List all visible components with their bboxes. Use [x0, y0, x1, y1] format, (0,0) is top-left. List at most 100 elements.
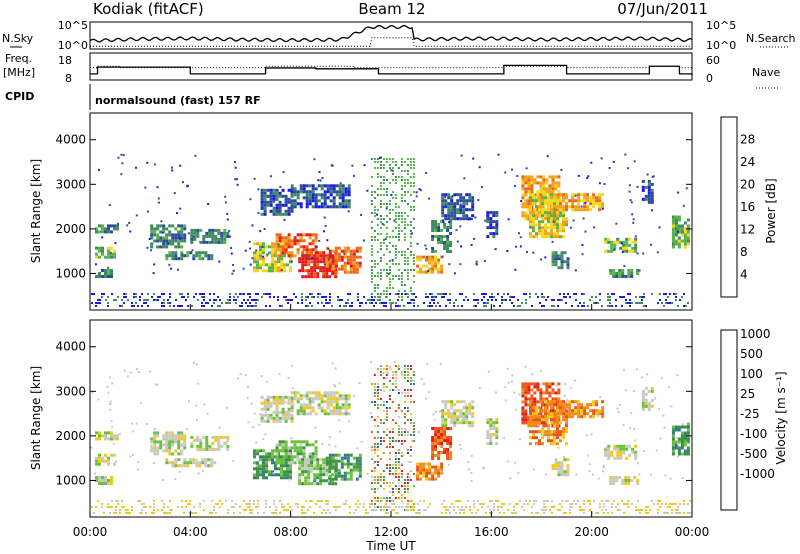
noise-cell [382, 482, 385, 484]
echo-cell [559, 430, 562, 434]
clutter-cell [131, 509, 133, 511]
clutter-cell [561, 500, 563, 502]
echo-cell [305, 202, 309, 206]
echo-cell [598, 199, 602, 203]
echo-cell [677, 440, 681, 444]
noise-cell [412, 209, 415, 211]
echo-cell [462, 214, 466, 218]
echo-cell [325, 473, 329, 477]
echo-cell [208, 234, 212, 238]
echo-cell [598, 193, 602, 197]
echo-cell [307, 479, 311, 483]
echo-cell [314, 455, 318, 459]
echo-cell [489, 217, 493, 221]
echo-cell [275, 461, 279, 465]
echo-cell [486, 214, 490, 218]
echo-cell [168, 233, 172, 237]
speckle-cell [313, 158, 316, 161]
echo-cell [562, 220, 565, 224]
echo-cell [556, 217, 559, 221]
echo-cell [547, 211, 550, 215]
echo-cell [358, 264, 362, 268]
clutter-cell [417, 503, 419, 505]
noise-cell [397, 476, 400, 478]
noise-cell [376, 176, 379, 178]
echo-cell [462, 199, 466, 203]
echo-cell [272, 212, 276, 216]
clutter-cell [515, 512, 517, 514]
speckle-cell [640, 376, 643, 379]
echo-cell [449, 457, 453, 460]
echo-cell [562, 217, 565, 221]
echo-cell [269, 197, 273, 201]
echo-cell [532, 424, 535, 428]
echo-cell [557, 175, 561, 179]
echo-cell [440, 465, 444, 469]
echo-cell [223, 234, 227, 238]
echo-cell [308, 455, 312, 459]
clutter-cell [233, 512, 235, 514]
echo-cell [156, 431, 160, 435]
echo-cell [98, 453, 101, 457]
echo-cell [296, 239, 300, 243]
noise-cell [385, 203, 388, 205]
echo-cell [545, 181, 549, 185]
clutter-cell [367, 299, 369, 301]
noise-cell [400, 185, 403, 187]
echo-cell [547, 226, 550, 230]
echo-cell [544, 208, 547, 212]
noise-cell [391, 482, 394, 484]
echo-cell [453, 412, 457, 416]
noise-cell [397, 407, 400, 409]
echo-cell [310, 272, 314, 276]
echo-cell [539, 412, 543, 416]
echo-cell [547, 208, 550, 212]
echo-cell [542, 184, 546, 188]
echo-cell [287, 188, 291, 192]
echo-cell [101, 482, 104, 485]
echo-cell [556, 418, 559, 422]
clutter-cell [307, 509, 309, 511]
echo-cell [619, 240, 623, 244]
echo-cell [177, 431, 181, 435]
clutter-cell [513, 305, 515, 307]
clutter-cell [543, 503, 545, 505]
echo-cell [349, 264, 353, 268]
echo-cell [310, 458, 314, 462]
echo-cell [153, 452, 157, 456]
echo-cell [686, 425, 690, 429]
echo-cell [446, 250, 450, 253]
clutter-cell [523, 509, 525, 511]
echo-cell [554, 175, 558, 179]
echo-cell [275, 206, 279, 210]
echo-cell [625, 447, 629, 451]
ytick-label: 3000 [55, 177, 86, 191]
echo-cell [577, 403, 581, 407]
echo-cell [443, 427, 447, 430]
echo-cell [98, 431, 101, 435]
echo-cell [98, 249, 101, 253]
echo-cell [322, 470, 326, 474]
speckle-cell [389, 367, 392, 370]
noise-cell [397, 482, 400, 484]
speckle-cell [677, 191, 680, 194]
echo-cell [311, 233, 315, 237]
echo-cell [443, 430, 447, 433]
clutter-cell [599, 293, 601, 295]
clutter-cell [599, 503, 601, 505]
clutter-cell [241, 293, 243, 295]
clutter-cell [659, 500, 661, 502]
echo-cell [619, 444, 623, 448]
speckle-cell [370, 360, 372, 363]
clutter-cell [315, 503, 317, 505]
clutter-cell [229, 296, 231, 298]
clutter-cell [675, 512, 677, 514]
noise-cell [397, 467, 400, 469]
echo-cell [329, 397, 333, 401]
noise-cell [397, 428, 400, 430]
noise-cell [397, 239, 400, 241]
echo-cell [346, 462, 350, 466]
echo-cell [539, 394, 543, 398]
noise-cell [379, 164, 382, 166]
echo-cell [323, 400, 327, 404]
